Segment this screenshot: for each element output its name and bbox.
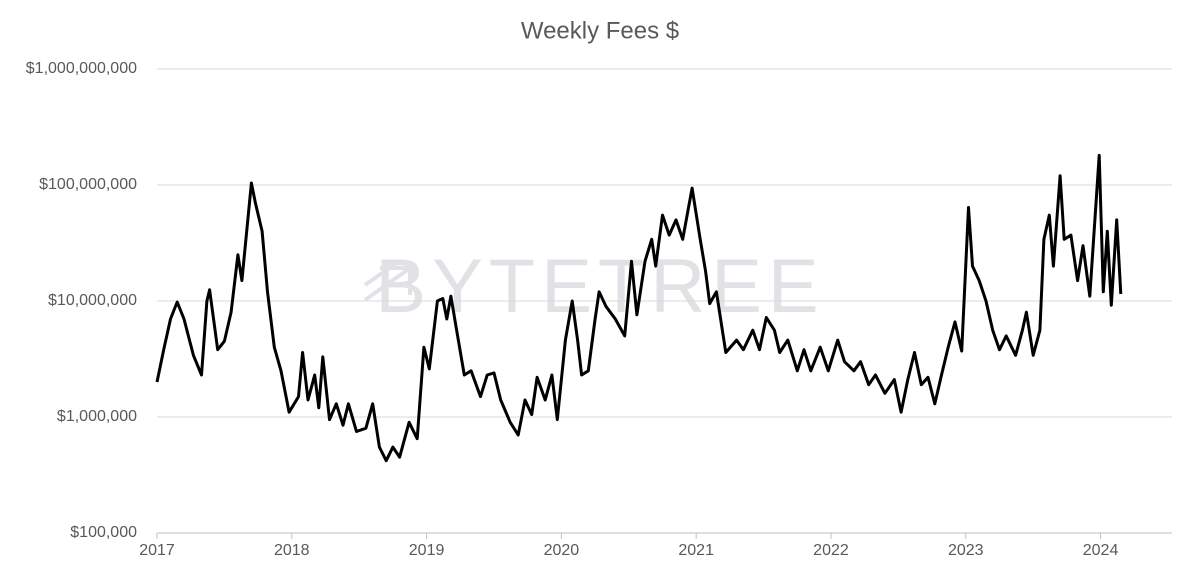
y-tick-label: $10,000,000 [48,292,137,309]
x-tick-label: 2019 [409,542,445,559]
watermark: BYTETREE [375,244,824,329]
y-tick-label: $1,000,000,000 [26,60,137,77]
x-tick-label: 2021 [678,542,714,559]
x-tick-label: 2018 [274,542,310,559]
y-tick-label: $100,000,000 [39,176,137,193]
x-tick-label: 2020 [544,542,580,559]
x-tick-label: 2017 [139,542,175,559]
watermark-icon [363,262,412,302]
data-line [155,153,1123,463]
y-tick-label: $100,000 [70,524,137,541]
chart-title: Weekly Fees $ [521,17,679,44]
x-tick-label: 2024 [1083,542,1119,559]
x-tick-label: 2022 [813,542,849,559]
x-tick-label: 2023 [948,542,984,559]
y-tick-label: $1,000,000 [57,408,137,425]
